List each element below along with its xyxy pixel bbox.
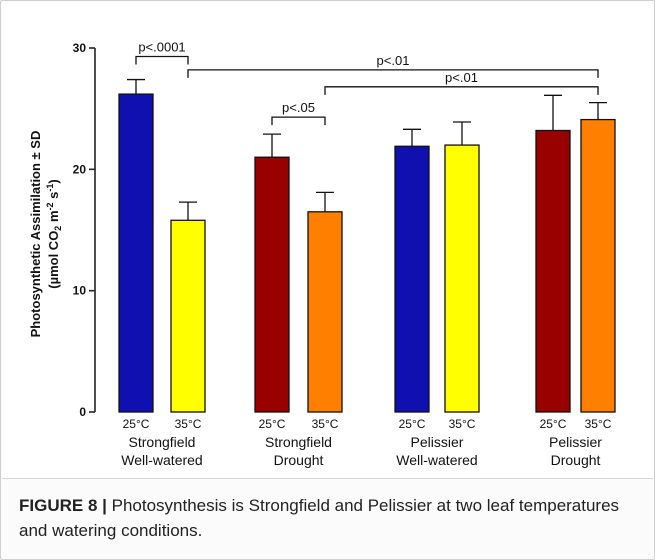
y-axis-title: Photosynthetic Assimilation ± SD xyxy=(28,131,43,338)
chart-panel: 0 10 20 30 Photosynthetic Assimilation ± SD(… xyxy=(2,2,653,478)
significance-bracket-2 xyxy=(187,69,599,78)
bar-chart: 0 10 20 30 Photosynthetic Assimilation ± SD(… xyxy=(28,39,616,468)
bar-label-1: 25°C xyxy=(123,417,150,431)
group-label-line1: Strongfield xyxy=(129,434,196,450)
bar-label-4: 35°C xyxy=(312,417,339,431)
group-label-line2: Well-watered xyxy=(121,452,202,468)
bar-7 xyxy=(535,129,571,413)
bar-label-2: 35°C xyxy=(175,417,202,431)
significance-label-2: p<.01 xyxy=(377,53,410,68)
y-axis-units: (µmol CO2 m-2 s-1) xyxy=(45,179,63,288)
bar-1 xyxy=(118,93,154,413)
group-label-line1: Pelissier xyxy=(549,434,602,450)
group-label-line2: Well-watered xyxy=(396,452,477,468)
significance-bracket-3 xyxy=(324,86,599,95)
y-tick-label: 30 xyxy=(73,41,87,55)
bar-6 xyxy=(444,144,480,413)
bar-3 xyxy=(254,156,290,413)
significance-bracket-1 xyxy=(135,55,189,65)
bar-label-7: 25°C xyxy=(540,417,567,431)
group-label-line1: Strongfield xyxy=(265,434,332,450)
significance-bracket-4 xyxy=(271,116,326,126)
figure-label: FIGURE 8 | xyxy=(19,496,107,515)
bar-label-8: 35°C xyxy=(585,417,612,431)
significance-label-1: p<.0001 xyxy=(138,39,185,54)
bar-5 xyxy=(394,145,430,413)
caption-divider xyxy=(2,478,653,479)
bar-2 xyxy=(170,219,206,413)
y-tick-label: 10 xyxy=(73,284,87,298)
figure-caption: FIGURE 8 | Photosynthesis is Strongfield… xyxy=(19,493,639,543)
group-label-line2: Drought xyxy=(551,452,601,468)
significance-label-3: p<.01 xyxy=(445,70,478,85)
y-tick-label: 0 xyxy=(79,405,86,419)
group-label-line2: Drought xyxy=(274,452,324,468)
group-label-line1: Pelissier xyxy=(411,434,464,450)
bar-8 xyxy=(580,118,616,413)
bar-label-5: 25°C xyxy=(399,417,426,431)
y-tick-label: 20 xyxy=(73,162,87,176)
bar-label-3: 25°C xyxy=(259,417,286,431)
significance-label-4: p<.05 xyxy=(282,100,315,115)
bar-label-6: 35°C xyxy=(449,417,476,431)
caption-text: Photosynthesis is Strongfield and Peliss… xyxy=(19,496,620,540)
bar-4 xyxy=(307,211,343,413)
